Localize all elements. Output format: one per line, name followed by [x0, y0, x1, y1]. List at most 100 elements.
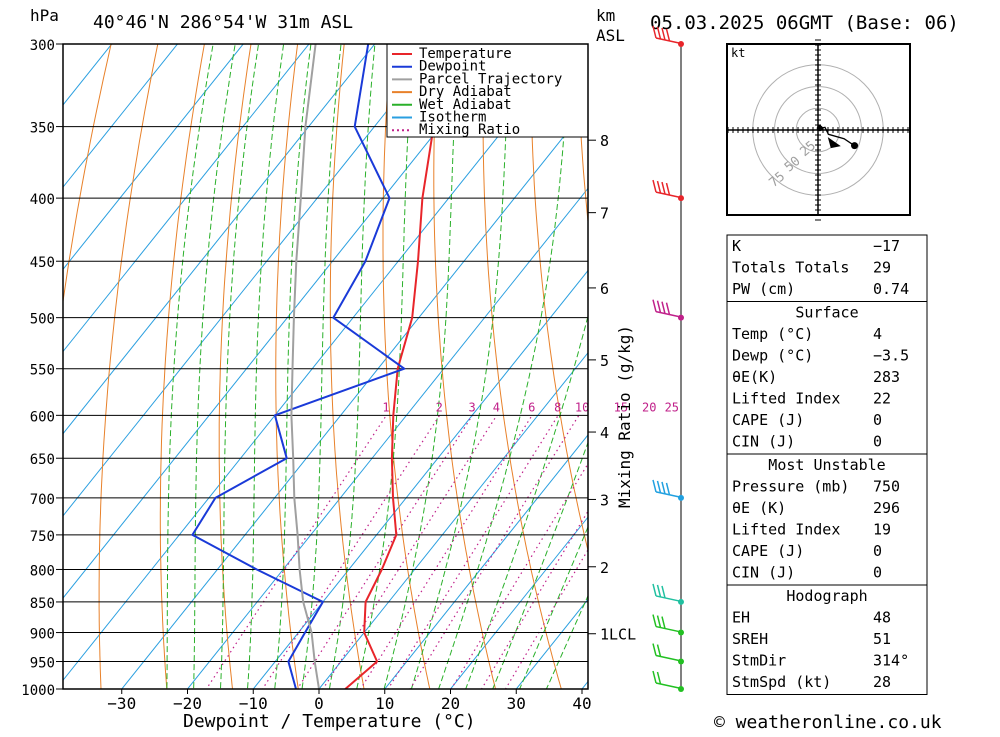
pressure-tick-label: 500 [30, 312, 55, 328]
index-value: 0 [873, 411, 882, 429]
mixing-ratio-tick-label: 3 [469, 400, 476, 414]
wind-barb-flag [652, 614, 657, 627]
wet-adiabat-line [274, 44, 312, 689]
credit-text: © weatheronline.co.uk [714, 712, 942, 733]
location-title: 40°46'N 286°54'W 31m ASL [93, 12, 353, 33]
hodograph-end-point [851, 142, 859, 150]
index-value: 0 [873, 564, 882, 582]
wind-barb-flag [665, 28, 671, 42]
pressure-tick-label: 300 [30, 38, 55, 54]
mixing-ratio-tick-label: 4 [493, 400, 500, 414]
mixing-ratio-line [322, 414, 498, 689]
legend-label: Mixing Ratio [419, 122, 520, 138]
wind-barb-staff [655, 654, 680, 662]
wind-barb-flag [656, 644, 662, 657]
wind-barb-flag [656, 300, 662, 313]
pressure-tick-label: 850 [30, 596, 55, 612]
wind-barb-flag [656, 584, 662, 598]
pressure-tick-label: 550 [30, 363, 55, 379]
height-axis: 8 7 6 5 4 3 2 1LCL [588, 132, 636, 644]
temperature-axis: −30 −20 −10 0 10 20 30 40 [107, 689, 592, 713]
mixing-ratio-tick-label: 20 [642, 400, 656, 414]
index-label: CIN (J) [732, 564, 795, 582]
hodograph-start-point [816, 125, 823, 132]
index-label: PW (cm) [732, 280, 795, 298]
wind-barb-dot [678, 598, 684, 605]
mixing-ratio-axis-title: Mixing Ratio (g/kg) [615, 325, 634, 508]
mixing-ratio-tick-label: 6 [528, 400, 535, 414]
height-unit-label: km [596, 6, 615, 25]
wind-barb-dot [678, 195, 684, 202]
index-label: Lifted Index [732, 521, 840, 539]
wind-profile [652, 25, 684, 692]
wind-barb-flag [661, 27, 666, 41]
index-label: StmDir [732, 652, 786, 670]
pressure-tick-label: 450 [30, 255, 55, 271]
wet-adiabat-line [219, 44, 260, 689]
wet-adiabat-line [166, 44, 214, 689]
wind-barb-flag [661, 481, 666, 495]
temperature-tick-label: 40 [572, 694, 591, 713]
height-tick-label: 7 [600, 205, 609, 223]
wind-barb-flag [652, 670, 657, 684]
wind-barb-flag [665, 182, 671, 196]
mixing-ratio-line [450, 462, 588, 689]
height-tick-label: 1LCL [600, 626, 636, 644]
height-tick-label: 8 [600, 132, 609, 150]
pressure-tick-label: 1000 [21, 683, 55, 699]
isotherm-line [63, 44, 376, 435]
index-label: Dewp (°C) [732, 347, 813, 365]
index-value: 22 [873, 390, 891, 408]
pressure-tick-label: 350 [30, 121, 55, 137]
mixing-ratio-tick-label: 8 [554, 400, 561, 414]
wind-barb-flag [661, 616, 666, 629]
index-value: −17 [873, 237, 900, 255]
hodograph-unit-label: kt [731, 46, 745, 60]
mixing-ratio-tick-label: 15 [614, 400, 628, 414]
index-value: 750 [873, 478, 900, 496]
wet-adiabat-line [356, 44, 415, 689]
isotherm-line [186, 187, 588, 689]
index-value: 29 [873, 259, 891, 277]
indices-section-title: Surface [795, 304, 858, 322]
isotherm-line [252, 269, 588, 689]
wind-barb [652, 299, 684, 321]
mixing-ratio-line [504, 548, 588, 689]
index-value: 51 [873, 630, 891, 648]
index-value: −3.5 [873, 347, 909, 365]
pressure-unit-label: hPa [30, 6, 59, 25]
wind-barb-dot [678, 41, 684, 47]
index-label: Totals Totals [732, 259, 849, 277]
indices-section-title: Most Unstable [768, 456, 885, 474]
index-label: Temp (°C) [732, 325, 813, 343]
pressure-tick-label: 700 [30, 492, 55, 508]
height-tick-label: 3 [600, 491, 609, 509]
wind-barb-flag [652, 643, 657, 656]
height-asl-label: ASL [596, 26, 625, 45]
index-value: 314° [873, 652, 909, 670]
pressure-tick-label: 400 [30, 192, 55, 208]
plot-area [63, 0, 1000, 715]
index-label: K [732, 237, 741, 255]
index-label: SREH [732, 630, 768, 648]
wind-barb-flag [661, 181, 666, 195]
dry-adiabat-line [976, 0, 1000, 715]
legend-label: Parcel Trajectory [419, 71, 562, 87]
pressure-axis: 300 350 400 450 500 550 600 650 700 750 800 850 900 9… [21, 38, 63, 699]
height-tick-label: 6 [600, 280, 609, 298]
index-value: 28 [873, 673, 891, 691]
wind-barb-flag [665, 302, 671, 315]
wind-barb-staff [655, 682, 680, 689]
temperature-profile [344, 44, 455, 689]
legend-label: Dewpoint [419, 59, 486, 75]
index-value: 0 [873, 433, 882, 451]
dry-adiabat-line [576, 44, 588, 227]
wind-barb-flag [652, 25, 657, 39]
temperature-tick-label: −10 [239, 694, 268, 713]
dry-adiabat-line [931, 0, 1000, 715]
index-label: CAPE (J) [732, 542, 804, 560]
index-label: StmSpd (kt) [732, 673, 831, 691]
temperature-tick-label: 20 [441, 694, 460, 713]
